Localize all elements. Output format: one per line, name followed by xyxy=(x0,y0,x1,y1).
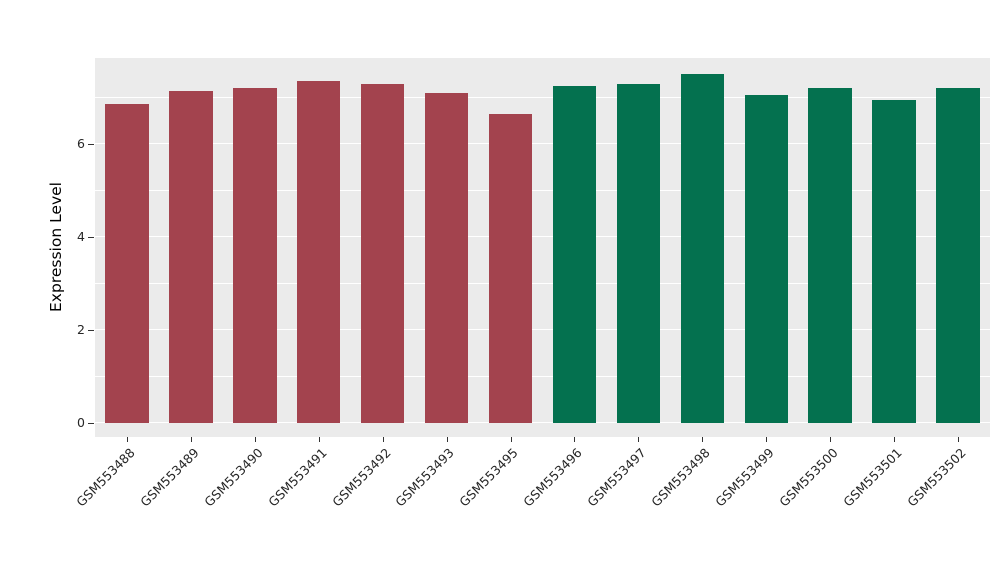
x-tick-mark xyxy=(638,437,640,442)
major-gridline xyxy=(95,235,990,237)
y-tick-label: 4 xyxy=(77,229,85,244)
bar-GSM553502 xyxy=(936,88,980,423)
bar-GSM553490 xyxy=(233,88,277,423)
y-tick-label: 0 xyxy=(77,415,85,430)
x-tick-label-text: GSM553489 xyxy=(137,445,202,510)
x-tick-mark xyxy=(574,437,576,442)
x-tick-mark xyxy=(766,437,768,442)
bar-GSM553489 xyxy=(169,90,213,423)
x-tick-label-text: GSM553502 xyxy=(904,445,969,510)
bar-GSM553498 xyxy=(680,74,725,423)
x-tick-label-text: GSM553496 xyxy=(520,445,586,510)
bar-GSM553501 xyxy=(872,99,916,423)
x-tick-mark xyxy=(702,437,704,442)
x-tick-label-text: GSM553500 xyxy=(776,445,841,510)
y-axis-title: Expression Level xyxy=(47,182,65,312)
x-tick-mark xyxy=(830,437,832,442)
bar-GSM553500 xyxy=(808,88,852,423)
x-tick-mark xyxy=(958,437,960,442)
bar-GSM553493 xyxy=(424,92,469,423)
x-tick-label-text: GSM553498 xyxy=(648,445,713,510)
x-tick-mark xyxy=(382,437,384,442)
x-tick-label-text: GSM553493 xyxy=(392,445,458,510)
major-gridline xyxy=(95,142,990,144)
x-tick-label-text: GSM553490 xyxy=(200,445,266,510)
y-tick-label: 2 xyxy=(77,322,85,337)
minor-gridline xyxy=(95,96,990,98)
bar-GSM553492 xyxy=(360,83,405,423)
minor-gridline xyxy=(95,375,990,377)
minor-gridline xyxy=(95,189,990,191)
x-tick-label-text: GSM553491 xyxy=(264,445,330,510)
x-tick-label-text: GSM553488 xyxy=(73,445,138,510)
bar-GSM553495 xyxy=(488,113,533,423)
x-tick-mark xyxy=(510,437,512,442)
x-tick-label-text: GSM553499 xyxy=(712,445,777,510)
y-tick-mark xyxy=(88,423,94,424)
bar-GSM553499 xyxy=(744,95,788,423)
minor-gridline xyxy=(95,282,990,284)
x-tick-mark xyxy=(894,437,896,442)
y-tick-mark xyxy=(88,144,94,145)
x-tick-mark xyxy=(190,437,192,442)
bar-GSM553491 xyxy=(297,81,341,423)
x-tick-mark xyxy=(446,437,448,442)
x-tick-label-text: GSM553492 xyxy=(328,445,394,510)
y-tick-mark xyxy=(88,330,94,331)
x-tick-label-text: GSM553501 xyxy=(840,445,905,510)
x-tick-mark xyxy=(318,437,320,442)
x-tick-mark xyxy=(126,437,128,442)
bar-GSM553497 xyxy=(616,83,661,423)
major-gridline xyxy=(95,421,990,423)
plot-panel xyxy=(95,58,990,437)
x-tick-mark xyxy=(254,437,256,442)
major-gridline xyxy=(95,328,990,330)
y-tick-mark xyxy=(88,237,94,238)
y-tick-label: 6 xyxy=(77,136,85,151)
bar-GSM553488 xyxy=(105,104,149,423)
bar-GSM553496 xyxy=(552,85,597,423)
x-tick-label-text: GSM553497 xyxy=(584,445,649,510)
x-tick-label-text: GSM553495 xyxy=(456,445,522,510)
